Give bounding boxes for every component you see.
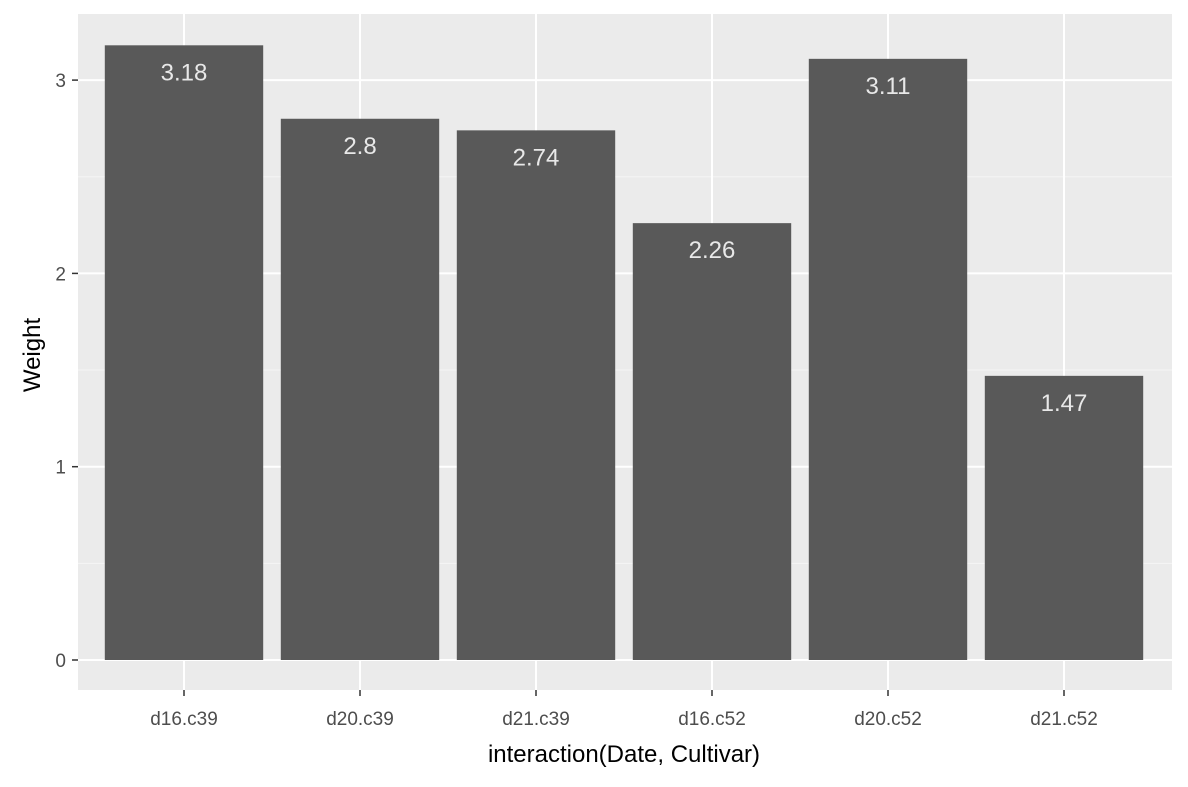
data-label: 2.74 bbox=[513, 144, 560, 171]
bar-d16.c39 bbox=[104, 45, 264, 660]
data-label: 2.8 bbox=[343, 133, 376, 160]
x-tick-label: d16.c39 bbox=[150, 709, 218, 730]
data-label: 3.11 bbox=[866, 73, 911, 100]
bar-d20.c52 bbox=[808, 58, 968, 661]
y-tick-label: 0 bbox=[55, 651, 66, 672]
bar-d20.c39 bbox=[280, 118, 440, 660]
x-tick-label: d21.c39 bbox=[502, 709, 570, 730]
x-tick-label: d20.c52 bbox=[854, 709, 922, 730]
data-label: 2.26 bbox=[689, 237, 736, 264]
bar-d21.c52 bbox=[984, 375, 1144, 660]
y-tick-label: 3 bbox=[55, 71, 66, 92]
y-tick-label: 1 bbox=[55, 458, 66, 479]
x-tick-label: d21.c52 bbox=[1030, 709, 1098, 730]
data-label: 1.47 bbox=[1041, 390, 1088, 417]
x-axis-title: interaction(Date, Cultivar) bbox=[488, 741, 760, 768]
bar-d16.c52 bbox=[632, 223, 792, 660]
bar-d21.c39 bbox=[456, 130, 616, 660]
y-tick-label: 2 bbox=[55, 264, 66, 285]
x-tick-label: d20.c39 bbox=[326, 709, 394, 730]
y-axis-title: Weight bbox=[19, 318, 46, 393]
x-tick-label: d16.c52 bbox=[678, 709, 746, 730]
data-label: 3.18 bbox=[161, 59, 208, 86]
